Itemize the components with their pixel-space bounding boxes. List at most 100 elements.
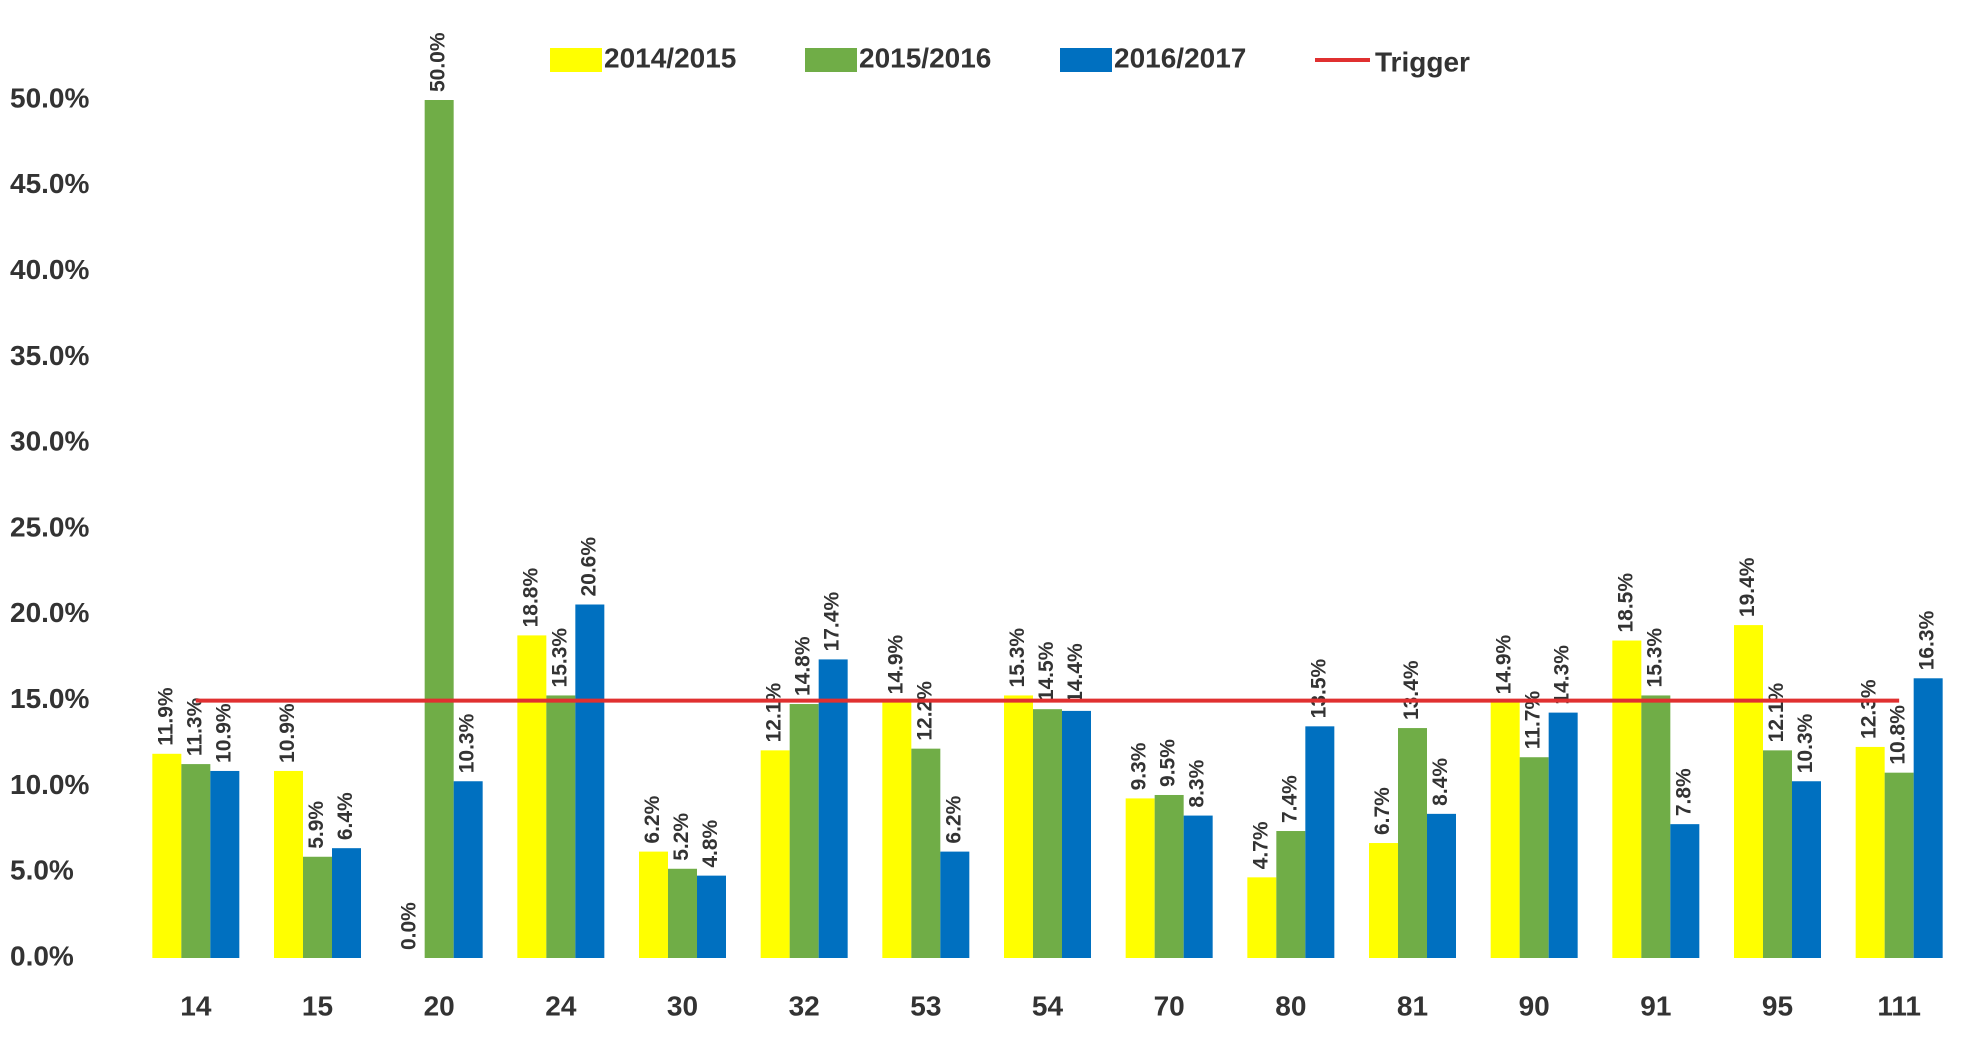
data-label: 14.3% — [1551, 645, 1574, 705]
bar — [181, 764, 211, 958]
bar — [1519, 757, 1549, 958]
x-tick-label: 111 — [1877, 990, 1921, 1021]
data-label: 13.5% — [1307, 658, 1330, 718]
bar — [453, 781, 483, 958]
bar — [210, 770, 240, 958]
bar — [303, 856, 332, 958]
x-tick-label: 54 — [1032, 990, 1064, 1021]
bar — [1305, 726, 1335, 958]
data-label: 18.8% — [519, 568, 542, 628]
data-label: 15.3% — [1006, 628, 1029, 688]
data-label: 10.9% — [276, 703, 299, 763]
legend-label: 2016/2017 — [1114, 42, 1246, 73]
y-tick-label: 30.0% — [10, 426, 89, 457]
data-label: 0.0% — [398, 902, 421, 950]
x-tick-label: 15 — [302, 990, 333, 1021]
x-tick-label: 32 — [789, 990, 820, 1021]
bar — [789, 704, 819, 958]
bar — [274, 770, 303, 958]
data-label: 6.4% — [334, 792, 357, 840]
data-label: 11.3% — [183, 697, 206, 756]
bar — [424, 100, 454, 958]
data-label: 7.8% — [1672, 768, 1695, 816]
x-tick-label: 80 — [1275, 990, 1306, 1021]
data-label: 10.3% — [1794, 713, 1817, 773]
data-label: 11.7% — [1522, 691, 1545, 750]
bar — [1913, 678, 1943, 958]
data-label: 19.4% — [1736, 557, 1759, 617]
data-label: 8.3% — [1186, 759, 1209, 807]
x-tick-label: 95 — [1762, 990, 1793, 1021]
bar — [1276, 831, 1306, 958]
legend-label: Trigger — [1375, 46, 1470, 77]
data-label: 12.3% — [1858, 679, 1881, 739]
bar — [1247, 877, 1277, 958]
x-tick-label: 14 — [180, 990, 212, 1021]
data-label: 5.9% — [305, 801, 328, 849]
bar — [1183, 815, 1213, 958]
legend-label: 2014/2015 — [604, 42, 736, 73]
data-label: 17.4% — [821, 592, 844, 652]
y-tick-label: 0.0% — [10, 940, 74, 971]
data-label: 6.2% — [641, 795, 664, 843]
bar — [1004, 695, 1033, 958]
x-tick-label: 30 — [667, 990, 698, 1021]
bar — [1763, 750, 1792, 958]
x-tick-label: 24 — [545, 990, 577, 1021]
bar — [1154, 794, 1184, 958]
bar — [1612, 640, 1642, 958]
data-label: 20.6% — [577, 537, 600, 597]
legend-label: 2015/2016 — [859, 42, 991, 73]
data-label: 10.9% — [212, 703, 235, 763]
bar — [1033, 709, 1062, 958]
data-label: 8.4% — [1429, 758, 1452, 806]
x-tick-label: 91 — [1640, 990, 1671, 1021]
x-tick-label: 81 — [1397, 990, 1428, 1021]
x-tick-label: 53 — [910, 990, 941, 1021]
data-label: 18.5% — [1614, 573, 1637, 633]
y-tick-label: 45.0% — [10, 168, 89, 199]
bar — [332, 848, 361, 958]
data-label: 11.9% — [154, 687, 177, 746]
bar — [639, 851, 668, 958]
data-label: 12.2% — [913, 681, 936, 741]
bar — [1734, 625, 1763, 958]
data-label: 16.3% — [1916, 610, 1939, 670]
bar — [517, 635, 547, 958]
bar — [1792, 781, 1821, 958]
y-tick-label: 15.0% — [10, 683, 89, 714]
data-label: 15.3% — [1643, 628, 1666, 688]
data-label: 12.1% — [763, 682, 786, 742]
data-label: 14.9% — [884, 634, 907, 694]
y-tick-label: 25.0% — [10, 511, 89, 542]
bar — [911, 748, 941, 958]
bar — [1398, 728, 1427, 958]
data-label: 14.5% — [1035, 641, 1058, 701]
data-label: 14.4% — [1064, 643, 1087, 703]
bar — [152, 753, 182, 958]
data-label: 7.4% — [1278, 775, 1301, 823]
bar — [1369, 843, 1398, 958]
bar — [1125, 798, 1155, 958]
legend-swatch — [550, 48, 602, 72]
bar — [1490, 702, 1520, 958]
bar — [546, 695, 576, 958]
bar — [818, 659, 848, 958]
data-label: 10.8% — [1887, 705, 1910, 765]
y-tick-label: 50.0% — [10, 82, 89, 113]
data-label: 14.9% — [1493, 634, 1516, 694]
bar — [940, 851, 970, 958]
data-label: 4.7% — [1249, 821, 1272, 869]
data-label: 6.2% — [942, 795, 965, 843]
data-label: 6.7% — [1371, 787, 1394, 835]
bar — [575, 604, 605, 958]
bar — [882, 702, 912, 958]
data-label: 9.3% — [1128, 742, 1151, 790]
y-tick-label: 5.0% — [10, 855, 74, 886]
legend-swatch — [1060, 48, 1112, 72]
bar — [668, 868, 697, 958]
bar — [1855, 746, 1885, 958]
bar — [760, 750, 790, 958]
legend-swatch — [805, 48, 857, 72]
